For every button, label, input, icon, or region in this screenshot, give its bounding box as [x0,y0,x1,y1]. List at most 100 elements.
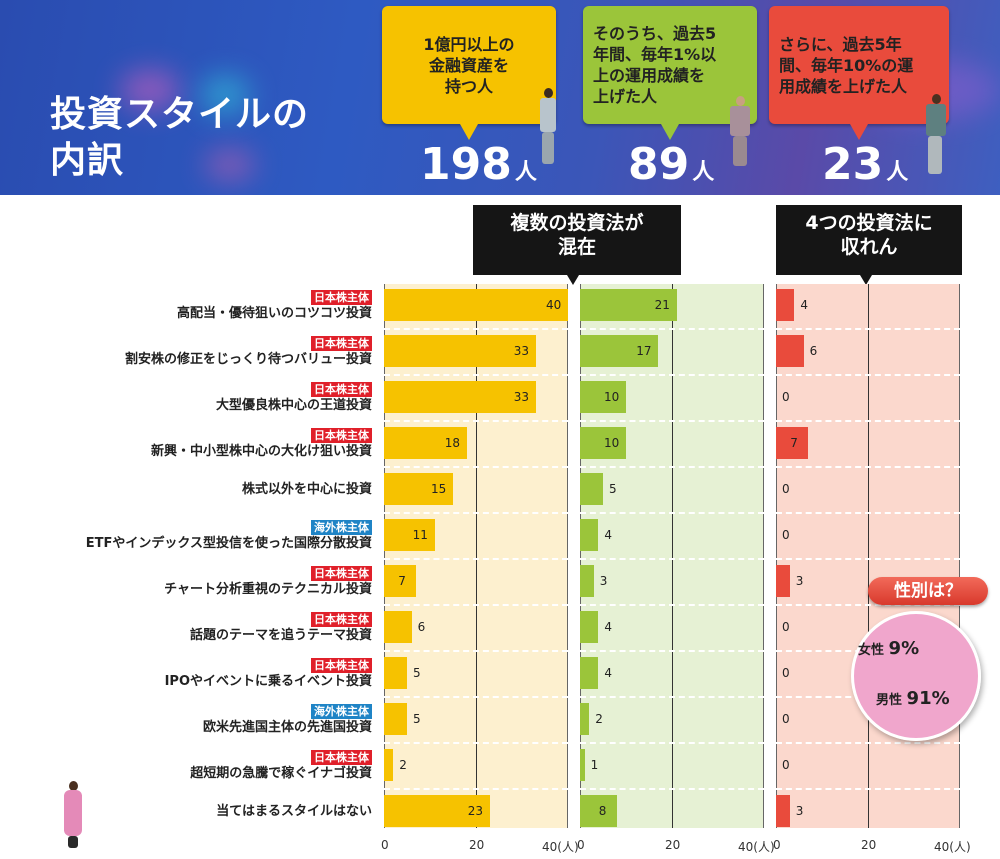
businessman-figurine-icon [922,94,948,178]
bar-value: 8 [598,804,607,818]
bar [384,519,435,551]
category-label-text: 当てはまるスタイルはない [216,804,372,819]
row-separator [776,558,960,560]
bar [580,703,590,735]
category-label: 当てはまるスタイルはない [216,803,372,820]
bar [384,335,536,367]
axis-tick-label: 40(人) [934,840,971,854]
category-label: 日本株主体 話題のテーマを追うテーマ投資 [190,608,372,644]
row-separator [776,374,960,376]
bar [580,519,599,551]
category-label-text: 超短期の急騰で稼ぐイナゴ投資 [190,766,372,781]
bar [384,749,394,781]
bar-value: 18 [444,436,461,450]
row-separator [580,788,764,790]
woman-figurine-icon [62,781,84,849]
row-separator [776,788,960,790]
bar-value: 40 [546,298,562,312]
badge-japan-stocks: 日本株主体 [311,428,372,443]
category-label: 日本株主体 IPOやイベントに乗るイベント投資 [165,654,372,690]
bar [776,335,804,367]
gender-pie-chart [851,611,981,741]
bar [580,335,659,367]
row-separator [384,788,568,790]
gridline-40 [763,284,764,828]
bokeh-light [200,75,250,115]
badge-japan-stocks: 日本株主体 [311,612,372,627]
category-label: 日本株主体 高配当・優待狙いのコツコツ投資 [177,286,372,322]
axis-tick-label: 0 [773,838,781,852]
bar-value: 0 [782,482,790,496]
category-label-text: 割安株の修正をじっくり待つバリュー投資 [124,352,372,367]
category-label-text: 高配当・優待狙いのコツコツ投資 [176,306,372,321]
category-label: 日本株主体 超短期の急騰で稼ぐイナゴ投資 [190,746,372,782]
bar-value: 10 [604,436,620,450]
page-title: 投資スタイルの 内訳 [50,94,310,181]
row-separator [580,558,764,560]
bar-value: 23 [467,804,484,818]
businessman-figurine-icon [728,96,752,168]
category-label-text: 新興・中小型株中心の大化け狙い投資 [150,444,372,459]
gridline-20 [476,284,477,828]
callout-four-methods: 4つの投資法に 収れん [776,205,962,285]
category-label-text: 欧米先進国主体の先進国投資 [202,720,372,735]
row-separator [384,558,568,560]
bar-value: 21 [654,298,670,312]
bar-value: 7 [790,436,798,450]
bar [580,427,626,459]
axis-tick-label: 40(人) [738,840,775,854]
bar [384,473,453,505]
bar [776,565,790,597]
row-separator [384,742,568,744]
bar [384,703,407,735]
bar [580,473,603,505]
category-label-text: ETFやインデックス型投信を使った国際分散投資 [85,536,372,551]
group-bubble-wealthy: 1億円以上の 金融資産を 持つ人 [382,6,556,140]
bar-value: 0 [782,758,790,772]
businessman-figurine-icon [538,88,558,166]
bar [580,657,599,689]
row-separator [776,420,960,422]
chart-panel-1pct: 21 17 10 10 5 4 3 4 4 2 1 8 [580,284,764,828]
bar-value: 4 [800,298,809,312]
axis-tick-label: 0 [381,838,389,852]
row-separator [384,420,568,422]
badge-overseas-stocks: 海外株主体 [311,704,372,719]
row-separator [580,650,764,652]
bokeh-light [120,70,180,110]
bar-value: 5 [413,666,421,680]
pie-label-male: 男性 91% [876,688,950,709]
row-separator [776,328,960,330]
category-label-text: 話題のテーマを追うテーマ投資 [189,628,372,643]
row-separator [384,512,568,514]
bar-value: 0 [782,528,790,542]
category-label: 日本株主体 チャート分析重視のテクニカル投資 [164,562,372,598]
bar [580,611,599,643]
bar [580,289,677,321]
bar-value: 15 [431,482,447,496]
bar-value: 11 [412,528,428,542]
bar-value: 0 [782,712,790,726]
bar-value: 6 [417,620,426,634]
row-separator [580,742,764,744]
row-separator [776,466,960,468]
gridline-20 [868,284,869,828]
axis-baseline [384,284,385,828]
chart-panel-10pct: 4 6 0 7 0 0 3 0 0 0 0 3 [776,284,960,828]
bar [384,427,467,459]
bar [384,795,490,827]
category-label-text: IPOやイベントに乗るイベント投資 [164,674,372,689]
bar-value: 4 [604,620,613,634]
bar [776,795,790,827]
row-separator [384,374,568,376]
axis-tick-label: 20 [665,838,681,852]
group-count-wealthy: 198 人 [420,139,537,190]
category-label: 日本株主体 割安株の修正をじっくり待つバリュー投資 [125,332,372,368]
row-separator [580,696,764,698]
category-label-text: 株式以外を中心に投資 [241,482,372,497]
badge-japan-stocks: 日本株主体 [311,566,372,581]
badge-overseas-stocks: 海外株主体 [311,520,372,535]
gender-title-pill: 性別は？ [868,577,988,605]
bar [384,657,407,689]
row-separator [580,420,764,422]
